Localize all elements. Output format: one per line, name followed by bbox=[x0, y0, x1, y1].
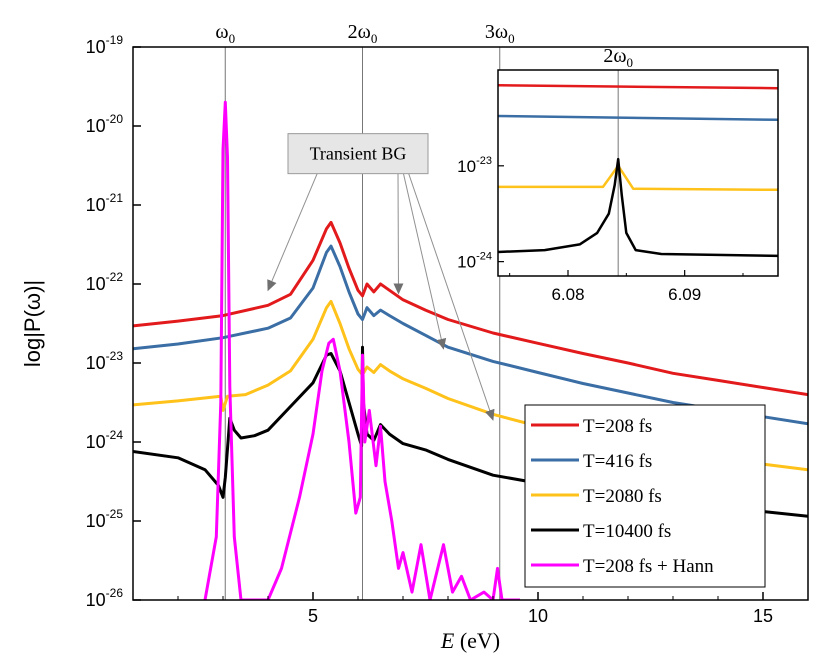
inset-series-group bbox=[498, 84, 778, 258]
inset-series-line-3 bbox=[498, 157, 778, 258]
ytick-label-1: 10-20 bbox=[86, 112, 124, 136]
ytick-label-3: 10-22 bbox=[86, 270, 124, 294]
inset-title: 2ω0 bbox=[603, 45, 633, 70]
series-line-4 bbox=[203, 100, 520, 600]
legend-label-1: T=416 fs bbox=[583, 451, 652, 472]
ytick-label-6: 10-25 bbox=[86, 507, 124, 531]
annotation-box bbox=[287, 133, 429, 175]
vline-label-0: ω0 bbox=[215, 21, 235, 46]
inset-ytick-label-1: 10-24 bbox=[457, 251, 492, 272]
inset-xtick-label-0: 6.08 bbox=[551, 285, 584, 304]
inset-series-line-0 bbox=[498, 84, 778, 90]
xtick-label-1: 10 bbox=[528, 606, 548, 626]
vline-label-1: 2ω0 bbox=[348, 21, 378, 46]
vline-label-2: 3ω0 bbox=[485, 21, 515, 46]
legend-label-2: T=2080 fs bbox=[583, 486, 662, 507]
plot-frame bbox=[132, 46, 809, 601]
legend-label-4: T=208 fs + Hann bbox=[583, 556, 714, 577]
annotation-arrow-2 bbox=[402, 171, 447, 350]
xtick-label-2: 15 bbox=[753, 606, 773, 626]
legend-label-3: T=10400 fs bbox=[583, 521, 671, 542]
inset-series-line-1 bbox=[498, 114, 778, 122]
annotation-arrow-3 bbox=[407, 171, 495, 421]
ytick-label-2: 10-21 bbox=[86, 191, 124, 215]
annotation-arrow-1 bbox=[393, 171, 404, 295]
inset-background bbox=[498, 70, 778, 276]
inset-xtick-label-1: 6.09 bbox=[668, 285, 701, 304]
legend-label-0: T=208 fs bbox=[583, 416, 652, 437]
annotation-arrow-0 bbox=[267, 171, 319, 292]
inset-frame bbox=[497, 69, 779, 277]
x-axis-label: E (eV) bbox=[440, 628, 500, 653]
annotation-text: Transient BG bbox=[310, 144, 407, 164]
inset-ytick-label-0: 10-23 bbox=[457, 155, 492, 176]
series-line-1 bbox=[133, 244, 808, 426]
ytick-label-5: 10-24 bbox=[86, 428, 124, 452]
series-line-0 bbox=[133, 220, 808, 397]
ytick-label-0: 10-19 bbox=[86, 33, 124, 57]
xtick-label-0: 5 bbox=[308, 606, 318, 626]
y-axis-label: log|P(ω)| bbox=[20, 280, 45, 367]
ytick-label-7: 10-26 bbox=[86, 586, 124, 610]
ytick-label-4: 10-23 bbox=[86, 349, 124, 373]
